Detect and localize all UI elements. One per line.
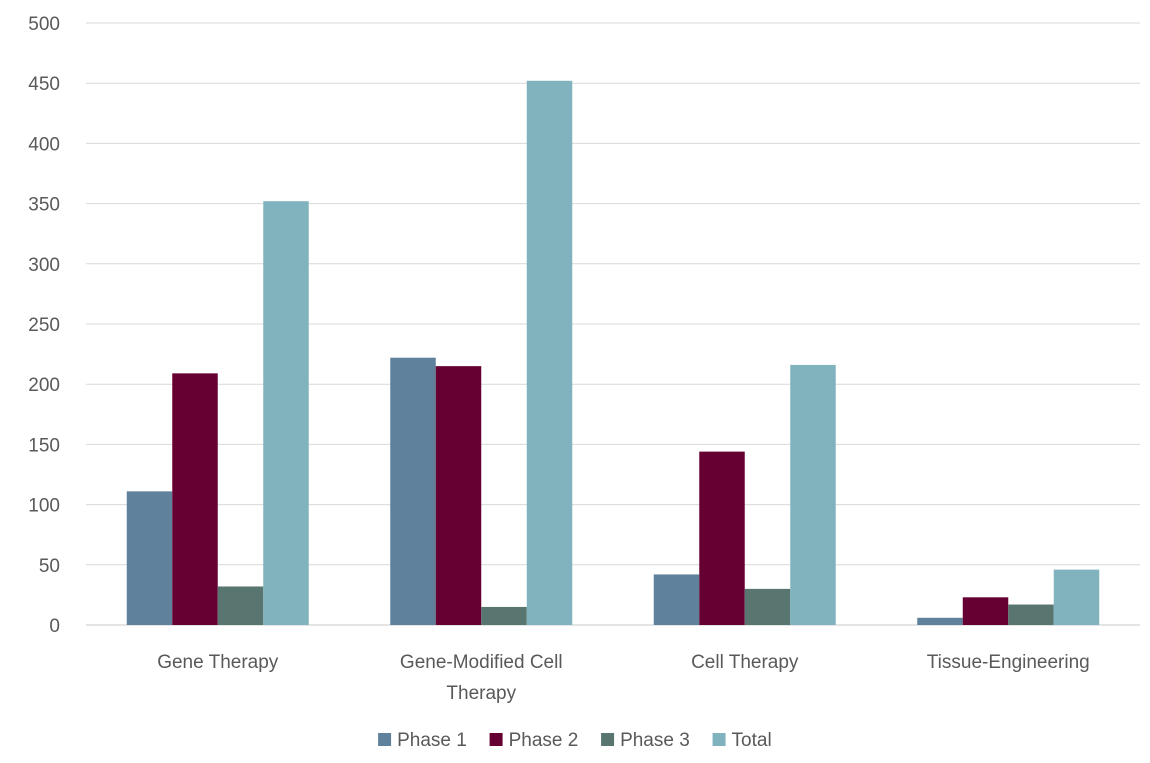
x-axis-category-labels: Gene Therapy Gene-Modified Cell Therapy Cel… [157, 652, 1090, 704]
bar-phase-3 [1008, 604, 1054, 625]
legend-item-phase-3: Phase 3 [601, 730, 690, 751]
bar-phase-2 [435, 366, 482, 625]
x-category-label: Cell Therapy [691, 652, 799, 673]
y-tick-label: 450 [28, 74, 60, 95]
x-category-label: Gene-Modified Cell Therapy [400, 652, 563, 704]
legend-item-phase-2: Phase 2 [489, 730, 579, 751]
bar-total [263, 201, 309, 625]
bars [126, 80, 1100, 626]
y-tick-label: 500 [28, 14, 60, 35]
y-tick-label: 300 [28, 255, 60, 276]
y-axis-tick-labels: 0 50 100 150 200 250 300 350 400 450 500 [28, 14, 60, 637]
bar-phase-1 [390, 357, 436, 625]
bar-phase-1 [917, 617, 963, 625]
y-tick-label: 50 [39, 556, 60, 577]
bar-phase-3 [481, 606, 527, 625]
y-tick-label: 350 [28, 195, 60, 216]
bar-phase-1 [653, 574, 700, 625]
legend-swatch [601, 733, 615, 746]
legend-item-phase-1: Phase 1 [378, 730, 467, 751]
bar-phase-1 [126, 491, 173, 625]
x-category-label: Tissue-Engineering [927, 652, 1090, 673]
y-tick-label: 150 [28, 435, 60, 456]
legend-swatch [378, 733, 392, 746]
bar-phase-3 [217, 586, 264, 625]
bar-phase-2 [172, 373, 218, 625]
legend-swatch [489, 733, 503, 746]
y-tick-label: 0 [49, 616, 60, 637]
bar-total [790, 364, 836, 625]
legend-label: Total [732, 730, 772, 751]
legend-label: Phase 2 [509, 730, 579, 751]
bar-total [1053, 569, 1100, 625]
y-tick-label: 100 [28, 496, 60, 517]
y-tick-label: 400 [28, 134, 60, 155]
bar-phase-2 [962, 597, 1009, 625]
legend: Phase 1 Phase 2 Phase 3 Total [378, 730, 772, 751]
bar-phase-3 [744, 588, 791, 625]
legend-label: Phase 3 [620, 730, 690, 751]
gridlines [86, 22, 1140, 626]
y-tick-label: 250 [28, 315, 60, 336]
legend-swatch [712, 733, 726, 746]
legend-label: Phase 1 [397, 730, 467, 751]
bar-phase-2 [699, 451, 745, 625]
legend-item-total: Total [712, 730, 772, 751]
x-category-label: Gene Therapy [157, 652, 279, 673]
bar-total [526, 80, 573, 626]
y-tick-label: 200 [28, 375, 60, 396]
